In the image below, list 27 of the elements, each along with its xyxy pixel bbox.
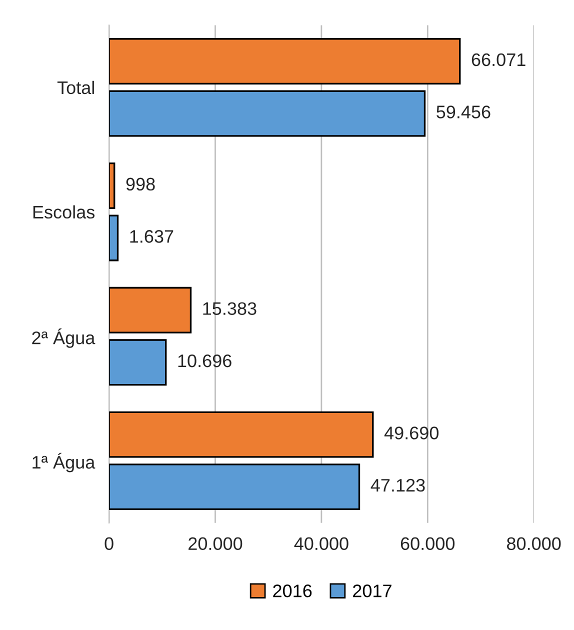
data-label: 15.383 — [203, 302, 256, 315]
bar — [109, 411, 374, 458]
x-tick-label: 40.000 — [294, 537, 348, 550]
data-label: 59.456 — [436, 106, 490, 118]
x-tick-label: 60.000 — [400, 537, 455, 550]
bar — [109, 286, 192, 334]
y-tick-label: 2ª Água — [32, 328, 96, 348]
data-label: 10.696 — [178, 354, 232, 368]
data-label: 1.637 — [130, 230, 174, 243]
bar — [109, 339, 167, 386]
data-label: 47.123 — [370, 478, 425, 492]
y-tick-label: Total — [57, 80, 94, 94]
legend-label: 2016 — [273, 584, 312, 598]
bar — [109, 162, 116, 209]
bar — [109, 214, 119, 262]
y-tick-label: Escolas — [33, 205, 95, 219]
data-label: 66.071 — [472, 53, 526, 66]
data-label: 998 — [126, 178, 155, 191]
x-tick-label: 20.000 — [188, 537, 242, 550]
data-label: 49.690 — [384, 426, 439, 440]
y-tick-label: 1ª Água — [32, 452, 96, 472]
legend-label: 2017 — [353, 584, 392, 598]
x-tick-label: 0 — [104, 537, 114, 550]
x-tick-label: 80.000 — [506, 537, 561, 550]
bar — [109, 38, 461, 85]
bar — [109, 464, 360, 510]
bar — [109, 90, 426, 137]
